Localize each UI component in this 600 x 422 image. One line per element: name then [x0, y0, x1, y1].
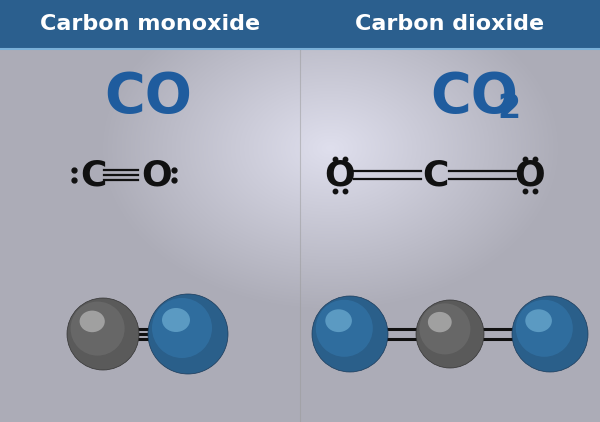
Text: Carbon dioxide: Carbon dioxide — [355, 14, 545, 34]
Ellipse shape — [152, 298, 212, 358]
Ellipse shape — [526, 309, 552, 332]
Text: O: O — [142, 158, 172, 192]
Ellipse shape — [80, 311, 105, 332]
Text: Carbon monoxide: Carbon monoxide — [40, 14, 260, 34]
Ellipse shape — [512, 296, 588, 372]
Ellipse shape — [516, 300, 573, 357]
Text: O: O — [515, 158, 545, 192]
Ellipse shape — [148, 294, 228, 374]
Ellipse shape — [428, 312, 452, 332]
Ellipse shape — [71, 302, 125, 356]
Text: 2: 2 — [497, 92, 520, 125]
Ellipse shape — [416, 300, 484, 368]
Ellipse shape — [419, 303, 470, 354]
Ellipse shape — [312, 296, 388, 372]
Text: CO: CO — [430, 70, 518, 124]
Text: C: C — [80, 158, 106, 192]
Text: O: O — [325, 158, 355, 192]
Ellipse shape — [162, 308, 190, 332]
Ellipse shape — [325, 309, 352, 332]
Text: CO: CO — [104, 70, 192, 124]
Ellipse shape — [67, 298, 139, 370]
Text: C: C — [422, 158, 448, 192]
Bar — [0, 0, 600, 49]
Ellipse shape — [316, 300, 373, 357]
